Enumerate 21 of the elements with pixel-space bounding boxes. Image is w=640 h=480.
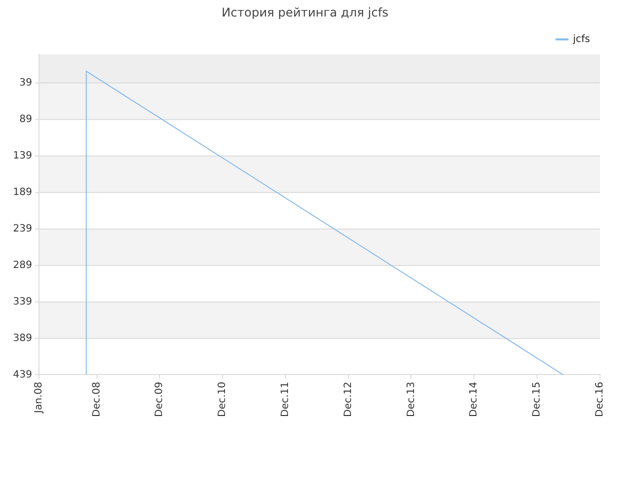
y-tick-label: 389 [12, 332, 32, 344]
y-tick-label: 189 [12, 186, 32, 198]
chart-title: История рейтинга для jcfs [222, 5, 388, 20]
y-tick-label: 439 [12, 369, 32, 380]
y-tick-label: 139 [12, 150, 32, 162]
x-tick-label: Dec.08 [91, 382, 102, 418]
x-tick-label: Dec.15 [532, 382, 543, 418]
y-tick-label: 39 [19, 77, 32, 88]
y-tick-label: 239 [12, 223, 32, 234]
x-tick-label: Dec.09 [154, 382, 166, 418]
legend-label: jcfs [572, 34, 590, 45]
y-tick-label: 89 [19, 114, 32, 125]
x-tick-label: Dec.10 [217, 382, 228, 418]
y-tick-label: 289 [12, 260, 32, 271]
x-tick-label: Dec.13 [406, 382, 417, 418]
x-tick-label: Dec.11 [280, 382, 291, 418]
x-tick-label: Dec.16 [594, 382, 606, 418]
x-tick-label: Dec.14 [468, 382, 480, 418]
x-tick-label: Dec.12 [342, 382, 354, 418]
y-tick-label: 339 [12, 296, 32, 308]
x-tick-label: Jan.08 [34, 382, 45, 414]
